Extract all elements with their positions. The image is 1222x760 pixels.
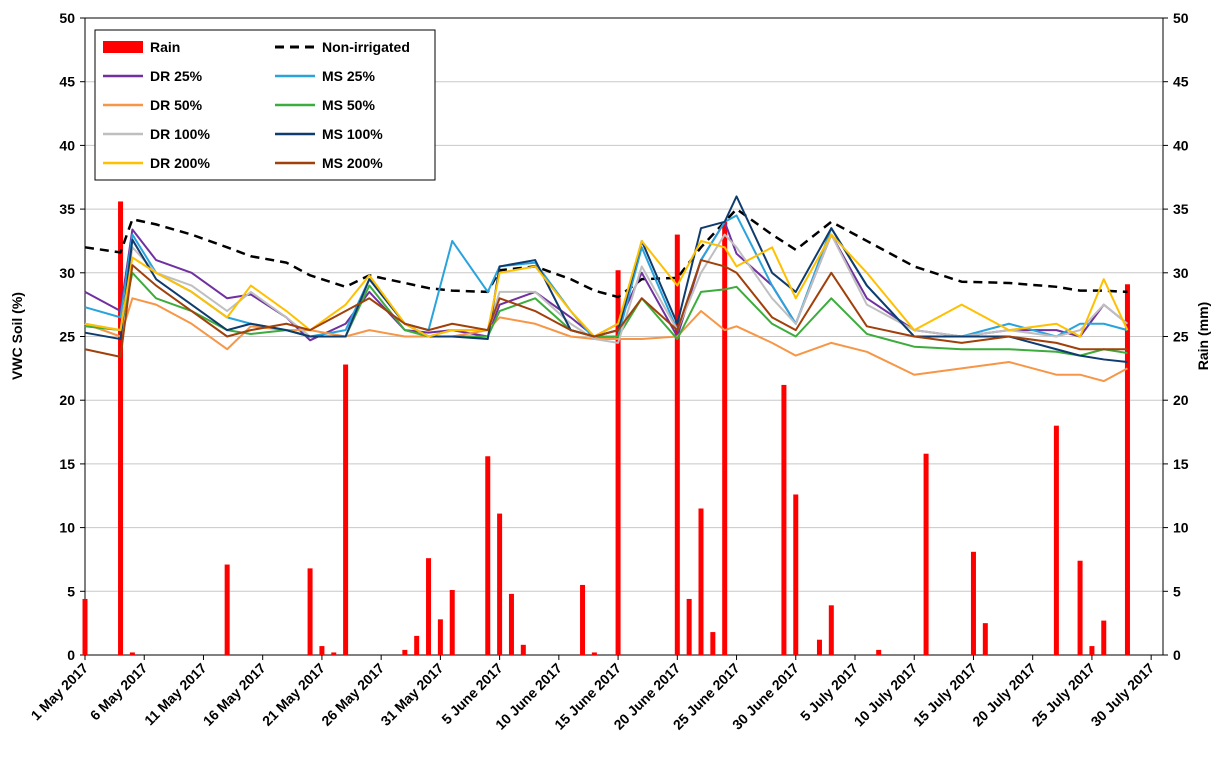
rain-bar <box>1077 560 1083 655</box>
rain-bar <box>674 234 680 655</box>
y2-tick-label: 40 <box>1173 137 1189 153</box>
y2-tick-label: 10 <box>1173 520 1189 536</box>
y2-axis-label: Rain (mm) <box>1195 302 1211 370</box>
y2-tick-label: 25 <box>1173 329 1189 345</box>
legend-label: DR 25% <box>150 68 203 84</box>
rain-bar <box>686 598 692 655</box>
y-tick-label: 25 <box>59 329 75 345</box>
plot-frame <box>84 17 1164 656</box>
rain-bar <box>129 652 135 655</box>
y-tick-label: 35 <box>59 201 75 217</box>
rain-bar <box>828 605 834 655</box>
y-axis-label: VWC Soil (%) <box>9 292 25 380</box>
y2-tick-label: 20 <box>1173 392 1189 408</box>
rain-bar <box>591 652 597 655</box>
rain-bar <box>781 384 787 655</box>
rain-bar <box>82 598 88 655</box>
vwc-line <box>84 233 1129 344</box>
rain-bar <box>698 508 704 655</box>
rain-bar <box>224 564 230 655</box>
rain-bar <box>816 639 822 655</box>
vwc-line <box>84 297 1128 383</box>
rain-bar <box>449 590 455 655</box>
rain-bar <box>923 453 929 655</box>
legend-label: Rain <box>150 39 180 55</box>
legend-label: MS 100% <box>322 126 383 142</box>
legend-label: MS 200% <box>322 155 383 171</box>
rain-bar <box>1089 646 1095 655</box>
x-tick-label: 30 July 2017 <box>1088 660 1158 730</box>
vwc-line <box>84 207 1128 299</box>
vwc-line <box>84 271 1128 357</box>
y-tick-label: 40 <box>59 137 75 153</box>
rain-bar <box>1101 620 1107 655</box>
legend-box <box>94 29 436 181</box>
y2-tick-label: 30 <box>1173 265 1189 281</box>
vwc-line <box>84 233 1129 338</box>
rain-bar <box>437 619 443 655</box>
rain-bar <box>520 644 526 655</box>
rain-bar <box>1124 284 1130 655</box>
legend-label: DR 200% <box>150 155 210 171</box>
legend-label: Non-irrigated <box>322 39 410 55</box>
y-tick-label: 30 <box>59 265 75 281</box>
legend-label: MS 25% <box>322 68 375 84</box>
legend-swatch <box>103 41 143 53</box>
rain-bar <box>615 270 621 655</box>
vwc-line <box>84 214 1128 341</box>
y-tick-label: 50 <box>59 10 75 26</box>
x-tick-label: 6 May 2017 <box>87 660 151 724</box>
vwc-line <box>84 220 1129 342</box>
y-tick-label: 20 <box>59 392 75 408</box>
rain-bar <box>307 568 313 655</box>
rain-bar <box>722 221 728 655</box>
rain-bar <box>485 456 491 655</box>
rain-bar <box>343 364 349 655</box>
rain-bar <box>508 593 514 655</box>
rain-bar <box>970 551 976 655</box>
rain-bar <box>1053 425 1059 655</box>
legend-label: MS 50% <box>322 97 375 113</box>
rain-bar <box>319 646 325 655</box>
vwc-line <box>84 259 1128 358</box>
rain-bar <box>402 649 408 655</box>
x-tick-label: 1 May 2017 <box>28 660 92 724</box>
y-tick-label: 10 <box>59 520 75 536</box>
rain-bar <box>580 584 586 655</box>
y2-tick-label: 50 <box>1173 10 1189 26</box>
y-tick-label: 15 <box>59 456 75 472</box>
rain-bar <box>793 494 799 655</box>
rain-bar <box>710 632 716 655</box>
rain-bar <box>497 513 503 655</box>
y2-tick-label: 5 <box>1173 583 1181 599</box>
y-tick-label: 0 <box>67 647 75 663</box>
y2-tick-label: 15 <box>1173 456 1189 472</box>
y2-tick-label: 45 <box>1173 74 1189 90</box>
y2-tick-label: 35 <box>1173 201 1189 217</box>
y-tick-label: 45 <box>59 74 75 90</box>
y2-tick-label: 0 <box>1173 647 1181 663</box>
y-tick-label: 5 <box>67 583 75 599</box>
rain-bar <box>426 558 432 655</box>
rain-bar <box>876 649 882 655</box>
x-tick-label: 31 May 2017 <box>377 660 446 729</box>
rain-bar <box>331 652 337 655</box>
rain-bar <box>118 201 124 655</box>
rain-bar <box>414 635 420 655</box>
x-tick-label: 5 July 2017 <box>797 660 861 724</box>
rain-bar <box>982 623 988 655</box>
legend-label: DR 100% <box>150 126 210 142</box>
legend-label: DR 50% <box>150 97 203 113</box>
